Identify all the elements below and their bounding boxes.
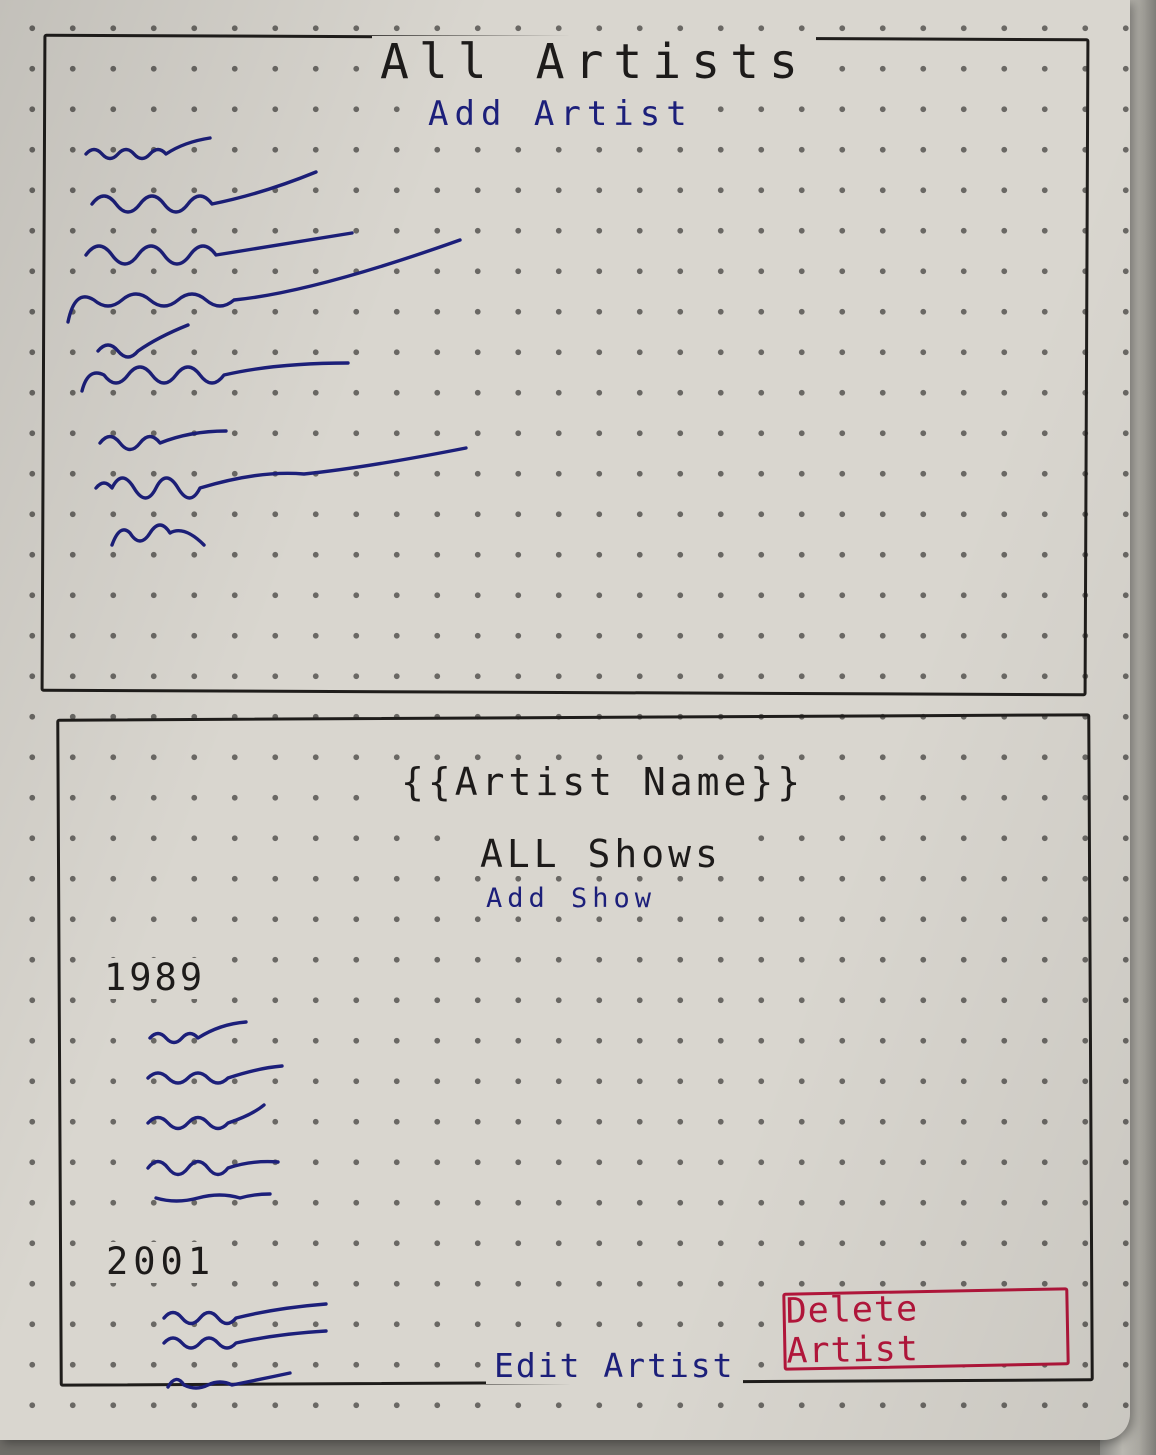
show-year-heading: 1989 [96, 957, 214, 999]
edit-artist-link[interactable]: Edit Artist [486, 1347, 743, 1385]
all-artists-title: All Artists [372, 36, 816, 89]
artist-name-heading: {{Artist Name}} [393, 761, 813, 804]
artist-detail-wireframe [56, 713, 1094, 1387]
add-show-link[interactable]: Add Show [478, 884, 665, 914]
show-year-heading: 2001 [98, 1241, 224, 1283]
add-artist-link[interactable]: Add Artist [420, 95, 701, 134]
delete-artist-button[interactable]: Delete Artist [782, 1287, 1070, 1372]
all-shows-heading: ALL Shows [472, 833, 730, 876]
delete-artist-label: Delete Artist [785, 1289, 920, 1372]
sketch-page: All Artists Add Artist {{Artist Name}} A… [0, 0, 1130, 1440]
